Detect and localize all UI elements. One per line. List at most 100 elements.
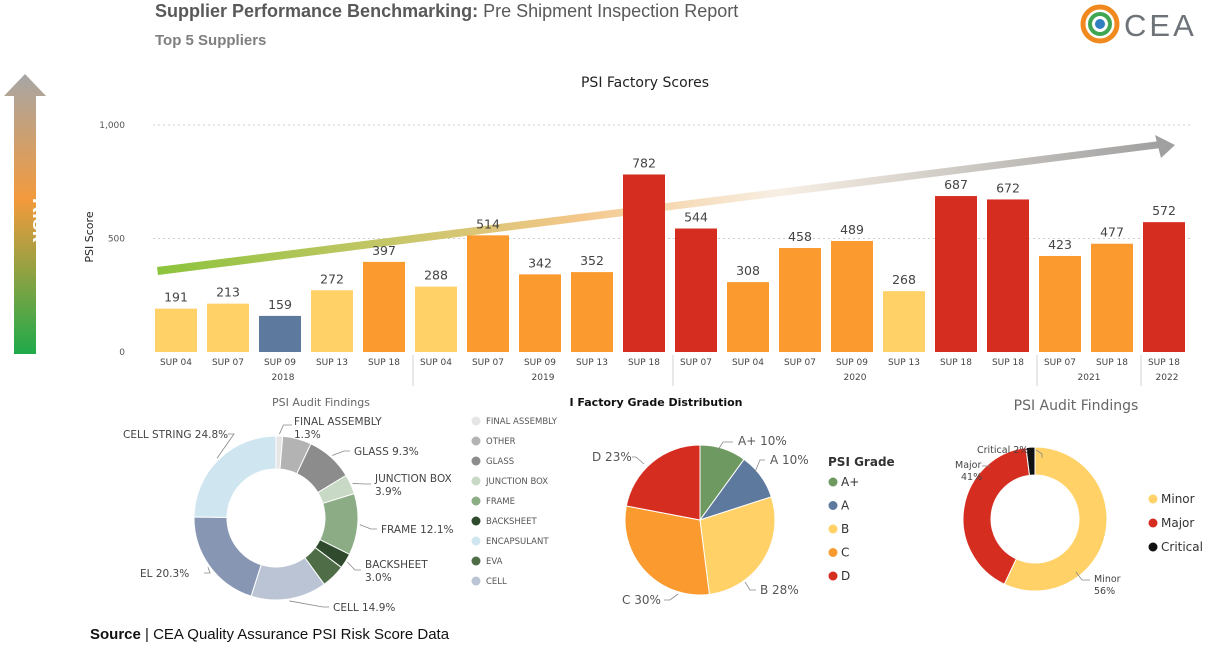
legend-label: Major: [1161, 516, 1194, 530]
audit-findings-legend: FINAL ASSEMBLY OTHER GLASS JUNCTION BOX FRAM…: [471, 416, 558, 587]
audit-findings-slices: [193, 435, 359, 601]
legend-label: Minor: [1161, 492, 1195, 506]
legend-label: FRAME: [486, 497, 515, 507]
slice-name-label: Major: [955, 460, 981, 471]
bar-value-label: 572: [1152, 203, 1176, 218]
slice-pct-label: 41%: [961, 472, 982, 483]
legend-swatch: [1148, 494, 1158, 504]
slice-label: EL 20.3%: [140, 568, 189, 580]
slice[interactable]: [193, 516, 262, 597]
bar-value-label: 342: [528, 255, 552, 270]
bar-value-label: 288: [424, 268, 448, 283]
bar-value-label: 687: [944, 177, 968, 192]
slice-label: CELL 14.9%: [333, 602, 395, 614]
legend-label: BACKSHEET: [486, 517, 538, 527]
report-title-rest: Pre Shipment Inspection Report: [478, 1, 739, 21]
slice[interactable]: [625, 444, 701, 521]
bar-value-label: 397: [372, 243, 396, 258]
leader-line: [1035, 449, 1043, 458]
legend-swatch: [828, 501, 838, 510]
bar[interactable]: [1091, 243, 1133, 352]
risk-arrow-shape: [4, 74, 46, 354]
x-tick-label: SUP 04: [420, 358, 452, 368]
source-label: Source: [90, 626, 141, 643]
bar-value-label: 489: [840, 222, 864, 237]
logo-text: CEA: [1124, 8, 1197, 43]
bar-chart-ylabel: PSI Score: [83, 211, 96, 262]
bar[interactable]: [415, 286, 457, 352]
legend-swatch: [1148, 542, 1158, 552]
y-tick-label: 500: [108, 235, 125, 245]
legend-swatch: [471, 576, 481, 586]
bar[interactable]: [935, 196, 977, 352]
legend-label: EVA: [486, 557, 503, 567]
bar[interactable]: [1143, 222, 1185, 352]
legend-swatch: [828, 571, 838, 581]
bar[interactable]: [311, 290, 353, 352]
audit-severity-legend: Minor Major Critical: [1148, 492, 1203, 554]
legend-swatch: [471, 416, 481, 426]
bar[interactable]: [259, 315, 301, 352]
year-label: 2018: [272, 373, 295, 383]
y-tick-label: 0: [119, 348, 125, 358]
bar[interactable]: [831, 240, 873, 352]
legend-swatch: [471, 536, 481, 546]
bar-chart-bars: [155, 174, 1185, 352]
legend-swatch: [471, 496, 481, 506]
slice-label: A 10%: [770, 453, 809, 467]
legend-label: FINAL ASSEMBLY: [486, 417, 558, 427]
bar[interactable]: [1039, 255, 1081, 352]
bar[interactable]: [207, 303, 249, 352]
bar[interactable]: [883, 291, 925, 352]
bar-value-label: 159: [268, 297, 292, 312]
bar[interactable]: [987, 199, 1029, 352]
slice[interactable]: [1025, 446, 1036, 476]
bar[interactable]: [467, 235, 509, 352]
x-tick-label: SUP 18: [628, 358, 660, 368]
slice-name-label: JUNCTION BOX: [374, 473, 452, 485]
bar[interactable]: [675, 228, 717, 352]
report-subtitle: Top 5 Suppliers: [155, 32, 267, 49]
bar-value-label: 458: [788, 229, 812, 244]
bar-value-label: 544: [684, 210, 708, 225]
bar[interactable]: [571, 272, 613, 352]
x-tick-label: SUP 13: [316, 358, 348, 368]
bar-value-label: 268: [892, 272, 916, 287]
bar-value-label: 514: [476, 216, 500, 231]
bar[interactable]: [623, 174, 665, 352]
slice[interactable]: [624, 505, 710, 596]
slice[interactable]: [699, 496, 776, 595]
legend-label: ENCAPSULANT: [486, 537, 549, 547]
legend-swatch: [828, 477, 838, 487]
slice-label: D 23%: [592, 450, 632, 464]
x-tick-label: SUP 07: [212, 358, 244, 368]
slice[interactable]: [193, 435, 277, 518]
legend-swatch: [471, 516, 481, 526]
slice-name-label: Minor: [1094, 574, 1121, 585]
report-title: Supplier Performance Benchmarking: Pre S…: [155, 1, 738, 22]
leader-line: [664, 593, 679, 601]
slice-label: A+ 10%: [738, 434, 787, 448]
legend-swatch: [828, 548, 838, 557]
legend-label: D: [841, 569, 850, 583]
leader-line: [204, 567, 211, 574]
x-tick-label: SUP 18: [1096, 358, 1128, 368]
bar[interactable]: [363, 261, 405, 352]
bar[interactable]: [155, 308, 197, 352]
x-tick-label: SUP 13: [888, 358, 920, 368]
bar-value-label: 477: [1100, 225, 1124, 240]
leader-line: [216, 433, 235, 459]
bar-value-label: 272: [320, 271, 344, 286]
slice[interactable]: [962, 447, 1031, 585]
bar[interactable]: [727, 282, 769, 352]
bar[interactable]: [519, 274, 561, 352]
bar[interactable]: [779, 248, 821, 352]
bar-value-label: 352: [580, 253, 604, 268]
leader-line: [359, 524, 377, 530]
bar-value-label: 213: [216, 285, 240, 300]
source-text: | CEA Quality Assurance PSI Risk Score D…: [140, 626, 450, 643]
slice[interactable]: [1003, 446, 1108, 592]
leader-line: [754, 459, 765, 473]
